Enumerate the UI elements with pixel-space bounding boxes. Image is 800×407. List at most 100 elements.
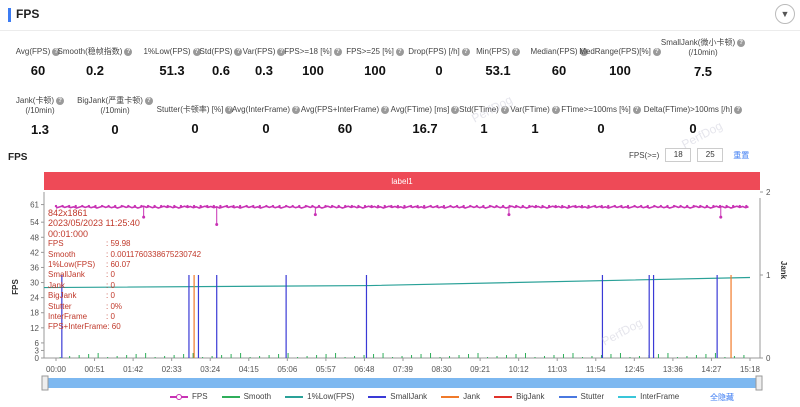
fps-marker: [633, 204, 636, 208]
help-icon[interactable]: ?: [124, 47, 133, 56]
help-icon[interactable]: ?: [451, 105, 460, 114]
label-band: [44, 172, 760, 190]
smooth-bar: [344, 357, 346, 358]
legend-item[interactable]: FPS: [170, 392, 208, 401]
smooth-bar: [591, 356, 593, 358]
help-icon[interactable]: ?: [234, 47, 243, 56]
x-tick-label: 05:57: [316, 365, 337, 374]
help-icon[interactable]: ?: [144, 96, 153, 105]
help-icon[interactable]: ?: [333, 47, 342, 56]
fps-marker: [67, 204, 71, 208]
smooth-bar: [78, 355, 80, 358]
smooth-bar: [145, 353, 147, 358]
y-left-tick-label: 30: [30, 279, 39, 288]
smooth-bar: [173, 355, 175, 358]
help-icon[interactable]: ?: [56, 96, 65, 105]
smooth-bar: [382, 353, 384, 358]
fps-marker: [94, 204, 97, 208]
tooltip-row: Jank: 0: [48, 280, 115, 290]
help-icon[interactable]: ?: [579, 47, 588, 56]
zoom-slider-handle-right[interactable]: [755, 375, 763, 391]
smooth-bar: [553, 355, 555, 358]
x-tick-label: 06:48: [354, 365, 375, 374]
fps-marker: [455, 204, 459, 208]
fps-chart[interactable]: label1036121824303642485461012FPSJank00:…: [0, 0, 800, 392]
fps-marker: [390, 204, 393, 208]
help-icon[interactable]: ?: [225, 105, 234, 114]
legend-item[interactable]: SmallJank: [368, 392, 427, 401]
help-icon[interactable]: ?: [381, 105, 390, 114]
smooth-bar: [373, 354, 375, 358]
fps-marker: [488, 204, 492, 208]
help-icon[interactable]: ?: [551, 105, 560, 114]
help-icon[interactable]: ?: [192, 47, 201, 56]
help-icon[interactable]: ?: [737, 38, 746, 47]
smooth-bar: [487, 357, 489, 358]
metric-value: 0.6: [211, 63, 231, 78]
help-icon[interactable]: ?: [395, 47, 404, 56]
y-right-tick-label: 2: [766, 188, 771, 197]
metric-label: Median(FPS)?: [499, 47, 619, 57]
metric-label: Var(FTime)?: [475, 105, 595, 115]
fps-marker: [626, 204, 630, 208]
smooth-bar: [401, 356, 403, 358]
help-icon[interactable]: ?: [52, 47, 61, 56]
smooth-bar: [572, 353, 574, 358]
x-tick-label: 12:45: [624, 365, 645, 374]
legend-item[interactable]: Smooth: [221, 392, 271, 401]
fps-marker: [547, 204, 551, 208]
metric-19: Var(FTime)? 1: [475, 105, 595, 136]
header-accent-bar: [8, 8, 11, 22]
fps-marker: [666, 204, 669, 208]
fps-marker: [383, 204, 386, 208]
fps-threshold-input-2[interactable]: 25: [697, 148, 724, 162]
fps-marker: [173, 204, 176, 208]
fps-marker: [317, 204, 321, 208]
legend-swatch-icon: [494, 395, 513, 398]
help-icon[interactable]: ?: [632, 105, 641, 114]
fps-threshold-control: FPS(>=) 18 25 重置: [629, 148, 749, 162]
y-right-axis-title: Jank: [779, 261, 788, 280]
fps-marker: [192, 204, 196, 208]
hide-all-button[interactable]: 全隐藏: [710, 393, 734, 402]
fps-marker: [620, 204, 623, 208]
help-icon[interactable]: ?: [277, 47, 286, 56]
help-icon[interactable]: ?: [734, 105, 743, 114]
legend-item[interactable]: Stutter: [558, 392, 604, 401]
smooth-bar: [600, 355, 602, 358]
legend-item[interactable]: Jank: [441, 392, 480, 401]
collapse-button[interactable]: ▼: [775, 4, 795, 24]
x-tick-label: 08:30: [432, 365, 453, 374]
y-left-tick-label: 6: [35, 339, 40, 348]
smooth-bar: [325, 354, 327, 358]
fps-marker: [541, 204, 544, 208]
zoom-slider-handle-left[interactable]: [41, 375, 49, 391]
fps-marker: [258, 204, 262, 208]
series-fps-line: [55, 205, 749, 209]
help-icon[interactable]: ?: [511, 47, 520, 56]
y-left-tick-label: 3: [35, 346, 40, 355]
panel-title: FPS: [16, 7, 40, 21]
fps-threshold-label: FPS(>=): [629, 150, 660, 160]
legend-item[interactable]: BigJank: [494, 392, 545, 401]
fps-marker: [574, 204, 577, 208]
help-icon[interactable]: ?: [652, 47, 661, 56]
reset-button[interactable]: 重置: [733, 150, 750, 160]
smooth-bar: [249, 357, 251, 358]
x-tick-label: 09:21: [470, 365, 491, 374]
smooth-bar: [135, 354, 137, 358]
tooltip-row: 1%Low(FPS): 60.07: [48, 260, 131, 270]
metric-value: 0: [111, 122, 119, 137]
legend-item[interactable]: 1%Low(FPS): [285, 392, 354, 401]
fps-marker: [422, 204, 426, 208]
smooth-bar: [306, 356, 308, 358]
help-icon[interactable]: ?: [500, 105, 509, 114]
fps-marker: [376, 204, 380, 208]
fps-marker: [238, 204, 242, 208]
fps-threshold-input-1[interactable]: 18: [665, 148, 692, 162]
legend-item[interactable]: InterFrame: [618, 392, 679, 401]
fps-marker: [685, 204, 689, 208]
help-icon[interactable]: ?: [461, 47, 470, 56]
metric-1: Smooth(稳帧指数)? 0.2: [35, 47, 155, 78]
help-icon[interactable]: ?: [292, 105, 301, 114]
